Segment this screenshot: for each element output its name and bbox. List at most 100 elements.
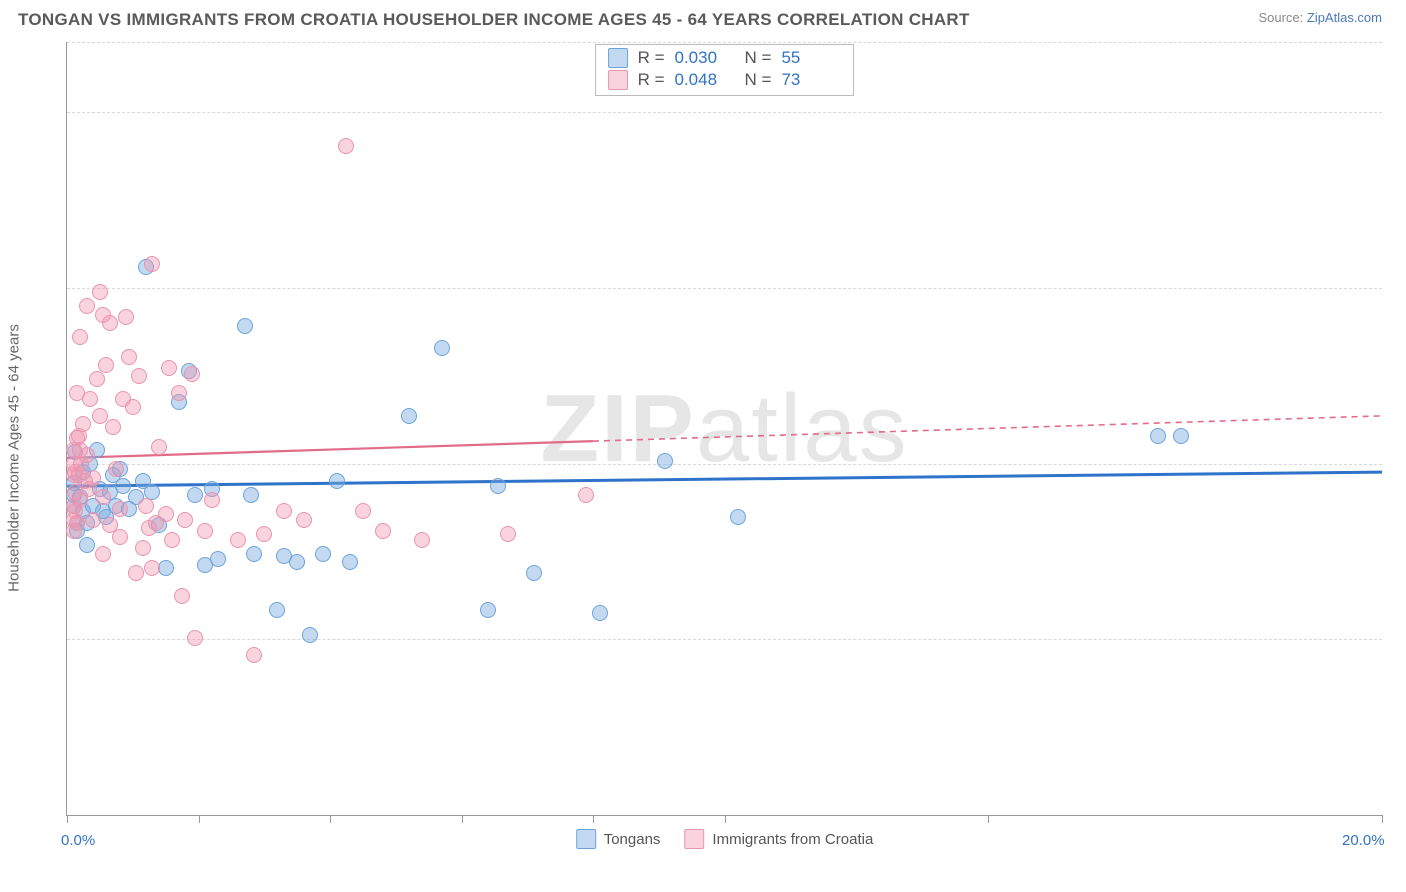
gridline-h (67, 288, 1382, 289)
point-croatia (230, 532, 246, 548)
point-croatia (125, 399, 141, 415)
point-croatia (161, 360, 177, 376)
legend-item-croatia: Immigrants from Croatia (684, 829, 873, 849)
point-croatia (108, 461, 124, 477)
point-tongans (1173, 428, 1189, 444)
legend-item-tongans: Tongans (576, 829, 661, 849)
x-tick (593, 815, 594, 823)
x-axis-label: 20.0% (1342, 832, 1385, 849)
point-tongans (302, 627, 318, 643)
legend-stats: R =0.030N =55R =0.048N =73 (595, 44, 855, 96)
point-croatia (414, 532, 430, 548)
point-croatia (171, 385, 187, 401)
point-croatia (85, 470, 101, 486)
point-tongans (115, 478, 131, 494)
point-croatia (158, 506, 174, 522)
point-croatia (118, 309, 134, 325)
point-tongans (480, 602, 496, 618)
point-tongans (79, 537, 95, 553)
point-croatia (355, 503, 371, 519)
x-tick (1382, 815, 1383, 823)
gridline-h (67, 112, 1382, 113)
point-tongans (210, 551, 226, 567)
point-tongans (289, 554, 305, 570)
y-tick-label: $62,500 (1390, 631, 1406, 648)
x-tick (988, 815, 989, 823)
legend-stat-croatia: R =0.048N =73 (608, 69, 842, 91)
y-tick-label: $250,000 (1390, 104, 1406, 121)
point-tongans (342, 554, 358, 570)
source-link[interactable]: ZipAtlas.com (1307, 10, 1382, 25)
point-croatia (69, 515, 85, 531)
point-croatia (121, 349, 137, 365)
gridline-h (67, 464, 1382, 465)
point-croatia (98, 357, 114, 373)
point-croatia (92, 284, 108, 300)
point-tongans (329, 473, 345, 489)
point-croatia (95, 489, 111, 505)
point-tongans (269, 602, 285, 618)
point-croatia (112, 529, 128, 545)
point-croatia (151, 439, 167, 455)
x-tick (330, 815, 331, 823)
point-tongans (246, 546, 262, 562)
point-croatia (79, 447, 95, 463)
point-croatia (144, 560, 160, 576)
source-attrib: Source: ZipAtlas.com (1258, 10, 1382, 25)
legend-stat-tongans: R =0.030N =55 (608, 47, 842, 69)
point-croatia (197, 523, 213, 539)
scatter-plot: ZIPatlas R =0.030N =55R =0.048N =73 Tong… (66, 42, 1382, 816)
point-croatia (85, 512, 101, 528)
y-tick-label: $187,500 (1390, 279, 1406, 296)
x-tick (725, 815, 726, 823)
point-croatia (256, 526, 272, 542)
x-tick (462, 815, 463, 823)
point-croatia (102, 315, 118, 331)
point-croatia (276, 503, 292, 519)
point-croatia (184, 366, 200, 382)
point-tongans (187, 487, 203, 503)
point-croatia (164, 532, 180, 548)
point-croatia (135, 540, 151, 556)
chart-title: TONGAN VS IMMIGRANTS FROM CROATIA HOUSEH… (18, 10, 970, 30)
point-croatia (105, 419, 121, 435)
x-tick (199, 815, 200, 823)
point-croatia (578, 487, 594, 503)
point-croatia (144, 256, 160, 272)
point-croatia (296, 512, 312, 528)
point-tongans (315, 546, 331, 562)
point-croatia (89, 371, 105, 387)
point-tongans (243, 487, 259, 503)
point-croatia (72, 329, 88, 345)
point-croatia (112, 501, 128, 517)
point-tongans (526, 565, 542, 581)
watermark: ZIPatlas (540, 374, 908, 484)
point-croatia (75, 416, 91, 432)
point-tongans (237, 318, 253, 334)
point-tongans (434, 340, 450, 356)
point-croatia (138, 498, 154, 514)
point-tongans (657, 453, 673, 469)
point-croatia (204, 492, 220, 508)
point-tongans (592, 605, 608, 621)
point-croatia (246, 647, 262, 663)
point-croatia (375, 523, 391, 539)
point-croatia (82, 391, 98, 407)
gridline-h (67, 42, 1382, 43)
y-axis-label: Householder Income Ages 45 - 64 years (6, 324, 23, 592)
point-tongans (401, 408, 417, 424)
point-croatia (177, 512, 193, 528)
gridline-h (67, 639, 1382, 640)
point-croatia (187, 630, 203, 646)
legend-series: Tongans Immigrants from Croatia (576, 829, 874, 849)
point-croatia (500, 526, 516, 542)
point-croatia (174, 588, 190, 604)
point-croatia (92, 408, 108, 424)
point-croatia (79, 298, 95, 314)
point-croatia (128, 565, 144, 581)
y-tick-label: $125,000 (1390, 455, 1406, 472)
x-tick (67, 815, 68, 823)
point-croatia (338, 138, 354, 154)
point-croatia (95, 546, 111, 562)
point-tongans (1150, 428, 1166, 444)
